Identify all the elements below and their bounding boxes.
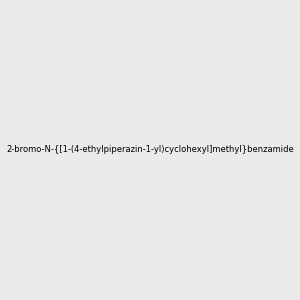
Text: 2-bromo-N-{[1-(4-ethylpiperazin-1-yl)cyclohexyl]methyl}benzamide: 2-bromo-N-{[1-(4-ethylpiperazin-1-yl)cyc… bbox=[6, 146, 294, 154]
